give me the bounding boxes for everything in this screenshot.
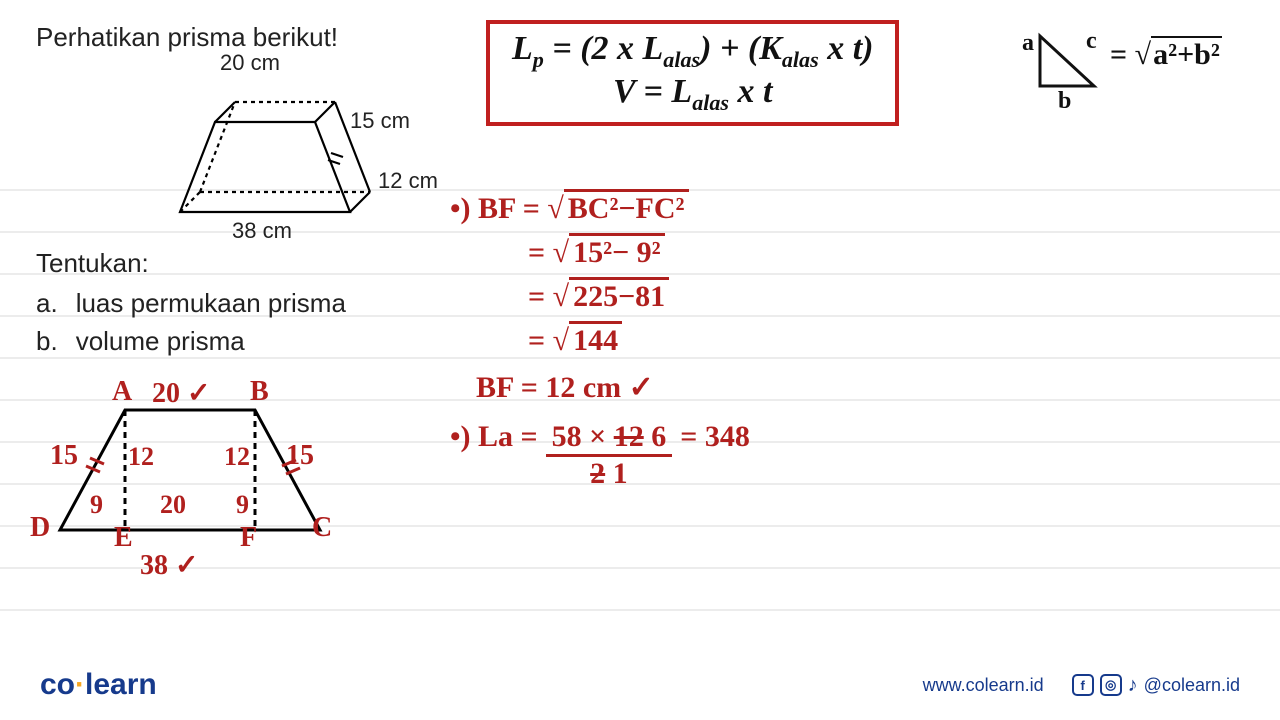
seg-de: 9 [90, 490, 103, 520]
item-a-label: a. [36, 284, 58, 323]
work-la: •) La = 58 × 12 6 2 1 = 348 [450, 420, 750, 491]
item-a-text: luas permukaan prisma [76, 284, 346, 323]
work-line1: •) BF = √BC²−FC² [450, 192, 689, 226]
pythag-eq: = √a²+b² [1110, 38, 1222, 72]
footer-url: www.colearn.id [923, 675, 1044, 696]
pythag-triangle-icon [1032, 28, 1112, 100]
formula-v: V = Lalas x t [512, 73, 873, 116]
work-line3: = √225−81 [528, 280, 669, 314]
seg-ef: 20 [160, 490, 186, 520]
logo: co·learn [40, 668, 157, 702]
vertex-e: E [114, 522, 133, 554]
hand-left-slant: 15 [50, 440, 78, 472]
dim-top: 20 cm [220, 50, 280, 76]
prism-diagram [140, 52, 430, 242]
vertex-a: A [112, 376, 132, 408]
hand-base: 38 ✓ [140, 548, 198, 582]
vertex-d: D [30, 512, 50, 544]
hand-top: 20 ✓ [152, 376, 210, 410]
seg-fc: 9 [236, 490, 249, 520]
social-handle: @colearn.id [1144, 675, 1240, 696]
item-b-label: b. [36, 322, 58, 361]
dim-base: 38 cm [232, 218, 292, 244]
logo-co: co [40, 668, 75, 701]
pythag-a: a [1022, 30, 1034, 57]
work-line5: BF = 12 cm ✓ [476, 370, 654, 405]
work-line2: = √15²− 9² [528, 236, 665, 270]
vertex-f: F [240, 522, 257, 554]
vertex-c: C [312, 512, 332, 544]
hand-right-slant: 15 [286, 440, 314, 472]
tiktok-icon: ♪ [1128, 674, 1138, 697]
formula-lp: Lp = (2 x Lalas) + (Kalas x t) [512, 30, 873, 73]
formula-box: Lp = (2 x Lalas) + (Kalas x t) V = Lalas… [486, 20, 899, 126]
pythag-b: b [1058, 88, 1071, 115]
problem-intro: Perhatikan prisma berikut! [36, 22, 338, 53]
pythag-c: c [1086, 28, 1097, 55]
vertex-b: B [250, 376, 269, 408]
hand-h2: 12 [224, 442, 250, 472]
social-icons: f ◎ ♪ @colearn.id [1072, 674, 1240, 697]
dim-height: 12 cm [378, 168, 438, 194]
logo-learn: learn [85, 668, 157, 701]
logo-dot-icon: · [75, 668, 85, 701]
footer: co·learn www.colearn.id f ◎ ♪ @colearn.i… [0, 668, 1280, 702]
facebook-icon: f [1072, 674, 1094, 696]
work-line4: = √144 [528, 324, 622, 358]
tentukan-label: Tentukan: [36, 248, 149, 279]
instagram-icon: ◎ [1100, 674, 1122, 696]
hand-h1: 12 [128, 442, 154, 472]
dim-slant: 15 cm [350, 108, 410, 134]
item-b-text: volume prisma [76, 322, 245, 361]
